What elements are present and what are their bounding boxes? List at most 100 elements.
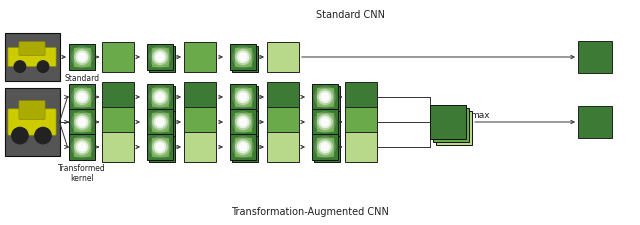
Circle shape [321,118,329,126]
Bar [230,44,256,70]
Bar [149,86,175,112]
Bar [73,112,92,132]
Circle shape [317,139,333,155]
Circle shape [239,93,247,101]
Bar [345,107,377,137]
Bar [149,111,175,137]
Bar [147,84,173,110]
Bar [312,134,338,160]
Circle shape [76,116,88,128]
Bar [436,111,472,145]
Circle shape [315,87,335,107]
Circle shape [156,118,164,126]
Circle shape [78,118,86,126]
Circle shape [150,112,170,132]
Circle shape [78,93,86,101]
Circle shape [74,139,90,155]
Bar [232,86,258,112]
Bar [149,136,175,162]
Bar [230,84,256,110]
Circle shape [12,127,28,144]
Bar [234,87,252,107]
Circle shape [72,137,92,157]
Text: max: max [470,112,490,121]
Circle shape [74,89,90,105]
Bar [150,47,170,67]
Bar [147,109,173,135]
Bar [69,84,95,110]
Bar [102,42,134,72]
Bar [230,109,256,135]
Circle shape [156,53,164,61]
FancyBboxPatch shape [19,42,45,56]
Bar [230,134,256,160]
Bar [147,134,173,160]
Circle shape [236,139,251,155]
Bar [316,112,334,132]
Circle shape [237,116,249,128]
Bar [267,132,299,162]
Circle shape [232,137,253,157]
Bar [267,82,299,112]
Bar [150,112,170,132]
Circle shape [237,51,249,63]
Circle shape [317,89,333,105]
Circle shape [152,49,168,65]
FancyBboxPatch shape [8,109,56,135]
Bar [316,137,334,157]
Bar [314,111,340,137]
Circle shape [78,53,86,61]
Text: Transformed
kernel: Transformed kernel [58,164,106,183]
Circle shape [236,89,251,105]
Bar [430,105,466,139]
Bar [232,111,258,137]
Circle shape [154,51,166,63]
Bar [69,134,95,160]
Bar [184,107,216,137]
Circle shape [321,93,329,101]
Circle shape [72,112,92,132]
Bar [102,107,134,137]
Circle shape [315,112,335,132]
Bar [184,42,216,72]
Bar [345,82,377,112]
Circle shape [152,89,168,105]
Circle shape [232,47,253,68]
Bar [73,137,92,157]
Circle shape [150,47,170,68]
Circle shape [35,127,51,144]
Circle shape [74,114,90,130]
Bar [314,86,340,112]
Bar [149,46,175,72]
Circle shape [154,91,166,103]
Circle shape [239,53,247,61]
Circle shape [317,114,333,130]
Bar [184,132,216,162]
Circle shape [74,49,90,65]
Bar [69,44,95,70]
Circle shape [72,47,92,68]
Bar [314,136,340,162]
Bar [433,108,469,142]
Bar [312,109,338,135]
Text: Standard
kernel: Standard kernel [65,74,100,93]
Circle shape [76,141,88,153]
Circle shape [76,91,88,103]
Circle shape [150,137,170,157]
Bar [232,46,258,72]
Circle shape [14,61,26,72]
Circle shape [232,87,253,107]
Text: Transformation-Augmented CNN: Transformation-Augmented CNN [231,207,389,217]
Bar [267,42,299,72]
Circle shape [239,143,247,151]
Bar [73,47,92,67]
Bar [232,136,258,162]
Bar [234,137,252,157]
Bar [234,112,252,132]
Circle shape [321,143,329,151]
Bar [345,132,377,162]
Bar [234,47,252,67]
Circle shape [76,51,88,63]
FancyBboxPatch shape [8,47,56,67]
Circle shape [156,143,164,151]
